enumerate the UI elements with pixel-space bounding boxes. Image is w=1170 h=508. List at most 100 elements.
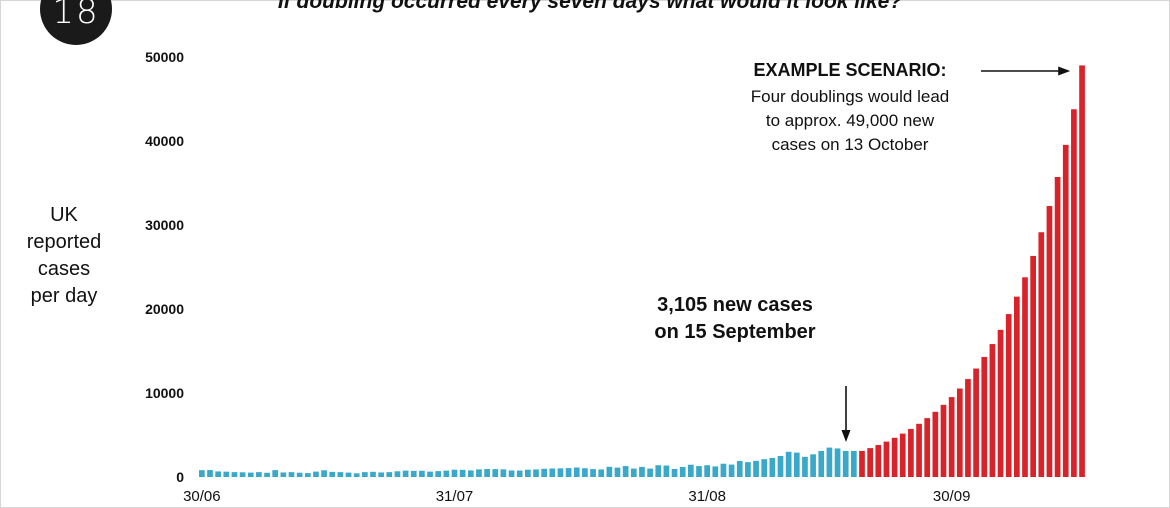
bar-reported	[410, 470, 417, 477]
bar-reported	[614, 467, 621, 477]
bar-reported	[541, 468, 547, 477]
bar-scenario	[965, 379, 971, 477]
bar-reported	[288, 472, 295, 477]
bar-reported	[525, 469, 531, 477]
logo-text: 18	[52, 0, 100, 32]
bar-reported	[851, 450, 857, 477]
bar-reported	[639, 466, 645, 477]
x-tick-label: 31/07	[436, 488, 474, 505]
bar-reported	[337, 472, 344, 477]
bar-reported	[223, 471, 230, 477]
y-tick-label: 50000	[145, 49, 184, 65]
bar-scenario	[1046, 206, 1053, 478]
bar-reported	[484, 469, 490, 477]
bar-reported	[467, 470, 474, 477]
bar-scenario	[908, 428, 914, 477]
bar-reported	[761, 459, 768, 477]
bar-reported	[753, 460, 759, 477]
bar-reported	[647, 468, 653, 477]
bar-reported	[728, 464, 735, 477]
bar-reported	[443, 470, 450, 477]
bar-reported	[492, 469, 499, 477]
bar-reported	[842, 450, 849, 477]
bar-reported	[793, 452, 800, 477]
bar-reported	[704, 465, 710, 477]
bar-scenario	[883, 441, 890, 477]
bar-scenario	[899, 433, 906, 477]
scenario-arrowhead	[1058, 66, 1071, 76]
x-tick-label: 30/09	[933, 488, 971, 505]
bar-reported	[573, 467, 580, 477]
bar-scenario	[1062, 144, 1069, 477]
bar-reported	[557, 468, 564, 477]
bar-reported	[280, 472, 287, 477]
bar-reported	[630, 468, 637, 477]
bar-scenario	[1030, 255, 1036, 477]
bar-reported	[345, 472, 352, 477]
bar-scenario	[924, 418, 931, 477]
bar-scenario	[956, 388, 963, 477]
y-tick-label: 40000	[145, 133, 184, 149]
bar-reported	[516, 470, 523, 477]
bar-reported	[590, 469, 596, 477]
bar-reported	[386, 472, 393, 477]
bar-reported	[378, 472, 384, 477]
bar-reported	[264, 472, 270, 477]
annotation-scenario-title: EXAMPLE SCENARIO:	[753, 60, 947, 80]
bar-reported	[239, 472, 246, 477]
bar-scenario	[891, 437, 898, 477]
bar-reported	[712, 466, 719, 477]
bar-reported	[720, 463, 727, 477]
bar-reported	[272, 470, 279, 477]
annotation-current-cases: 3,105 new cases on 15 September	[654, 294, 816, 343]
bar-reported	[745, 462, 751, 477]
bar-reported	[476, 469, 482, 477]
bar-scenario	[981, 356, 988, 477]
bar-reported	[329, 471, 336, 477]
bar-reported	[826, 447, 833, 477]
bar-reported	[304, 473, 311, 477]
bar-reported	[402, 470, 409, 477]
y-tick-label: 0	[176, 469, 184, 485]
y-tick-label: 20000	[145, 301, 184, 317]
bar-reported	[598, 469, 605, 477]
bar-scenario	[997, 329, 1004, 477]
bar-reported	[231, 472, 238, 477]
y-tick-label: 10000	[145, 385, 184, 401]
bar-reported	[671, 468, 678, 477]
bar-reported	[533, 469, 539, 477]
bar-reported	[818, 450, 825, 477]
bar-reported	[199, 470, 205, 477]
bar-reported	[207, 470, 213, 477]
bar-scenario	[859, 450, 865, 477]
bar-reported	[622, 466, 629, 477]
bar-scenario	[1005, 314, 1012, 477]
bar-reported	[362, 472, 368, 477]
bar-reported	[606, 466, 613, 477]
bar-reported	[777, 456, 784, 477]
bar-reported	[508, 470, 515, 477]
bar-reported	[736, 461, 743, 477]
bar-reported	[810, 454, 816, 477]
bar-scenario	[932, 411, 939, 477]
bar-scenario	[1038, 232, 1045, 477]
bar-reported	[582, 468, 588, 477]
bar-reported	[247, 472, 254, 477]
bar-reported	[549, 468, 556, 477]
bar-reported	[296, 472, 303, 477]
bar-scenario	[875, 445, 882, 477]
x-tick-label: 30/06	[183, 488, 221, 505]
bar-scenario	[1022, 277, 1028, 477]
bar-reported	[769, 457, 776, 477]
bar-reported	[500, 469, 507, 477]
bar-reported	[353, 473, 360, 477]
bar-scenario	[1014, 296, 1020, 477]
bar-reported	[785, 451, 792, 477]
bar-reported	[419, 470, 425, 477]
bar-reported	[313, 471, 319, 477]
bar-scenario	[948, 397, 955, 477]
bar-reported	[688, 464, 694, 477]
y-tick-label: 30000	[145, 217, 184, 233]
bar-reported	[655, 465, 662, 477]
